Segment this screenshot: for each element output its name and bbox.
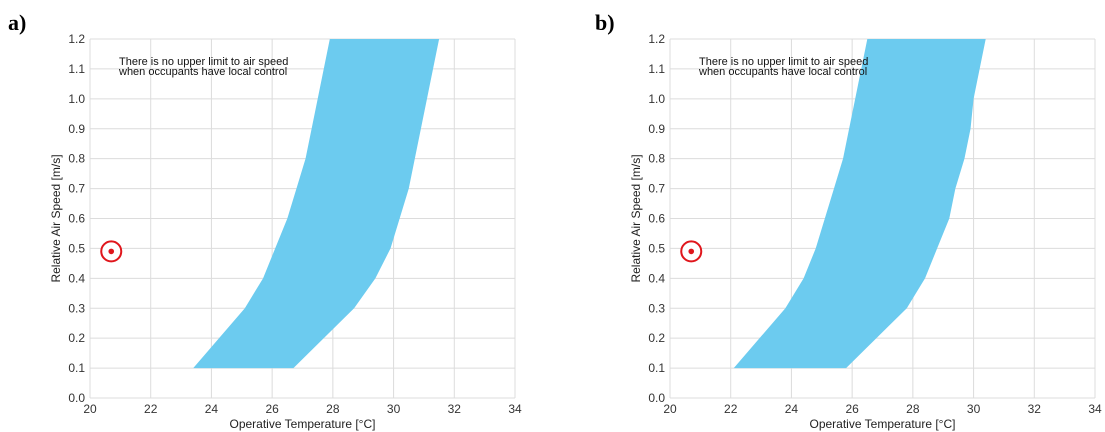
y-tick-label: 0.0 (648, 391, 665, 405)
annotation-line: when occupants have local control (118, 66, 287, 78)
y-tick-label: 1.2 (648, 32, 665, 46)
y-tick-label: 0.0 (68, 391, 85, 405)
y-tick-label: 0.4 (648, 271, 665, 285)
y-tick-label: 1.2 (68, 32, 85, 46)
x-tick-label: 22 (724, 402, 738, 416)
y-tick-label: 0.5 (68, 241, 85, 255)
x-tick-label: 30 (967, 402, 981, 416)
x-tick-label: 26 (265, 402, 279, 416)
x-tick-label: 20 (83, 402, 97, 416)
x-tick-label: 22 (144, 402, 158, 416)
current-condition-marker-dot (688, 248, 695, 255)
y-axis-title: Relative Air Speed [m/s] (629, 154, 643, 282)
y-tick-label: 0.8 (68, 152, 85, 166)
x-tick-label: 26 (845, 402, 859, 416)
panel-label-b: b) (595, 10, 615, 35)
x-tick-label: 30 (387, 402, 401, 416)
y-tick-label: 1.0 (648, 92, 665, 106)
x-tick-label: 34 (508, 402, 522, 416)
x-tick-label: 24 (205, 402, 219, 416)
comfort-zone-area (733, 39, 986, 369)
annotation-line: when occupants have local control (698, 66, 867, 78)
y-tick-label: 0.3 (68, 301, 85, 315)
y-tick-label: 0.1 (648, 361, 665, 375)
x-tick-label: 34 (1088, 402, 1102, 416)
x-tick-label: 24 (785, 402, 799, 416)
x-tick-label: 32 (1028, 402, 1042, 416)
y-tick-label: 0.6 (68, 212, 85, 226)
x-tick-label: 32 (448, 402, 462, 416)
y-tick-label: 0.2 (68, 331, 85, 345)
y-tick-label: 0.7 (648, 182, 665, 196)
chart-a: 20 22 24 26 28 30 32 34 0.0 0.1 0.2 0.3 0.4 0.5 0.6 0.7… (49, 32, 522, 431)
panel-label-a: a) (8, 10, 27, 35)
y-tick-label: 0.1 (68, 361, 85, 375)
annotation-line: There is no upper limit to air speed (119, 56, 288, 68)
y-tick-label: 0.5 (648, 241, 665, 255)
y-tick-label: 0.6 (648, 212, 665, 226)
y-tick-label: 0.2 (648, 331, 665, 345)
y-tick-label: 0.8 (648, 152, 665, 166)
x-tick-label: 28 (326, 402, 340, 416)
y-tick-label: 0.4 (68, 271, 85, 285)
x-axis-title: Operative Temperature [°C] (810, 417, 956, 431)
current-condition-marker-dot (108, 248, 115, 255)
x-tick-label: 28 (906, 402, 920, 416)
chart-b: 20 22 24 26 28 30 32 34 0.0 0.1 0.2 0.3 0.4 0.5 0.6 0.7… (629, 32, 1102, 431)
y-tick-label: 0.9 (648, 122, 665, 136)
x-axis-title: Operative Temperature [°C] (230, 417, 376, 431)
y-tick-label: 1.1 (68, 62, 85, 76)
annotation-line: There is no upper limit to air speed (699, 56, 868, 68)
y-tick-label: 1.1 (648, 62, 665, 76)
y-tick-label: 1.0 (68, 92, 85, 106)
y-tick-label: 0.3 (648, 301, 665, 315)
y-tick-label: 0.9 (68, 122, 85, 136)
comfort-zone-area (193, 39, 440, 369)
x-tick-label: 20 (663, 402, 677, 416)
y-axis-title: Relative Air Speed [m/s] (49, 154, 63, 282)
y-tick-label: 0.7 (68, 182, 85, 196)
